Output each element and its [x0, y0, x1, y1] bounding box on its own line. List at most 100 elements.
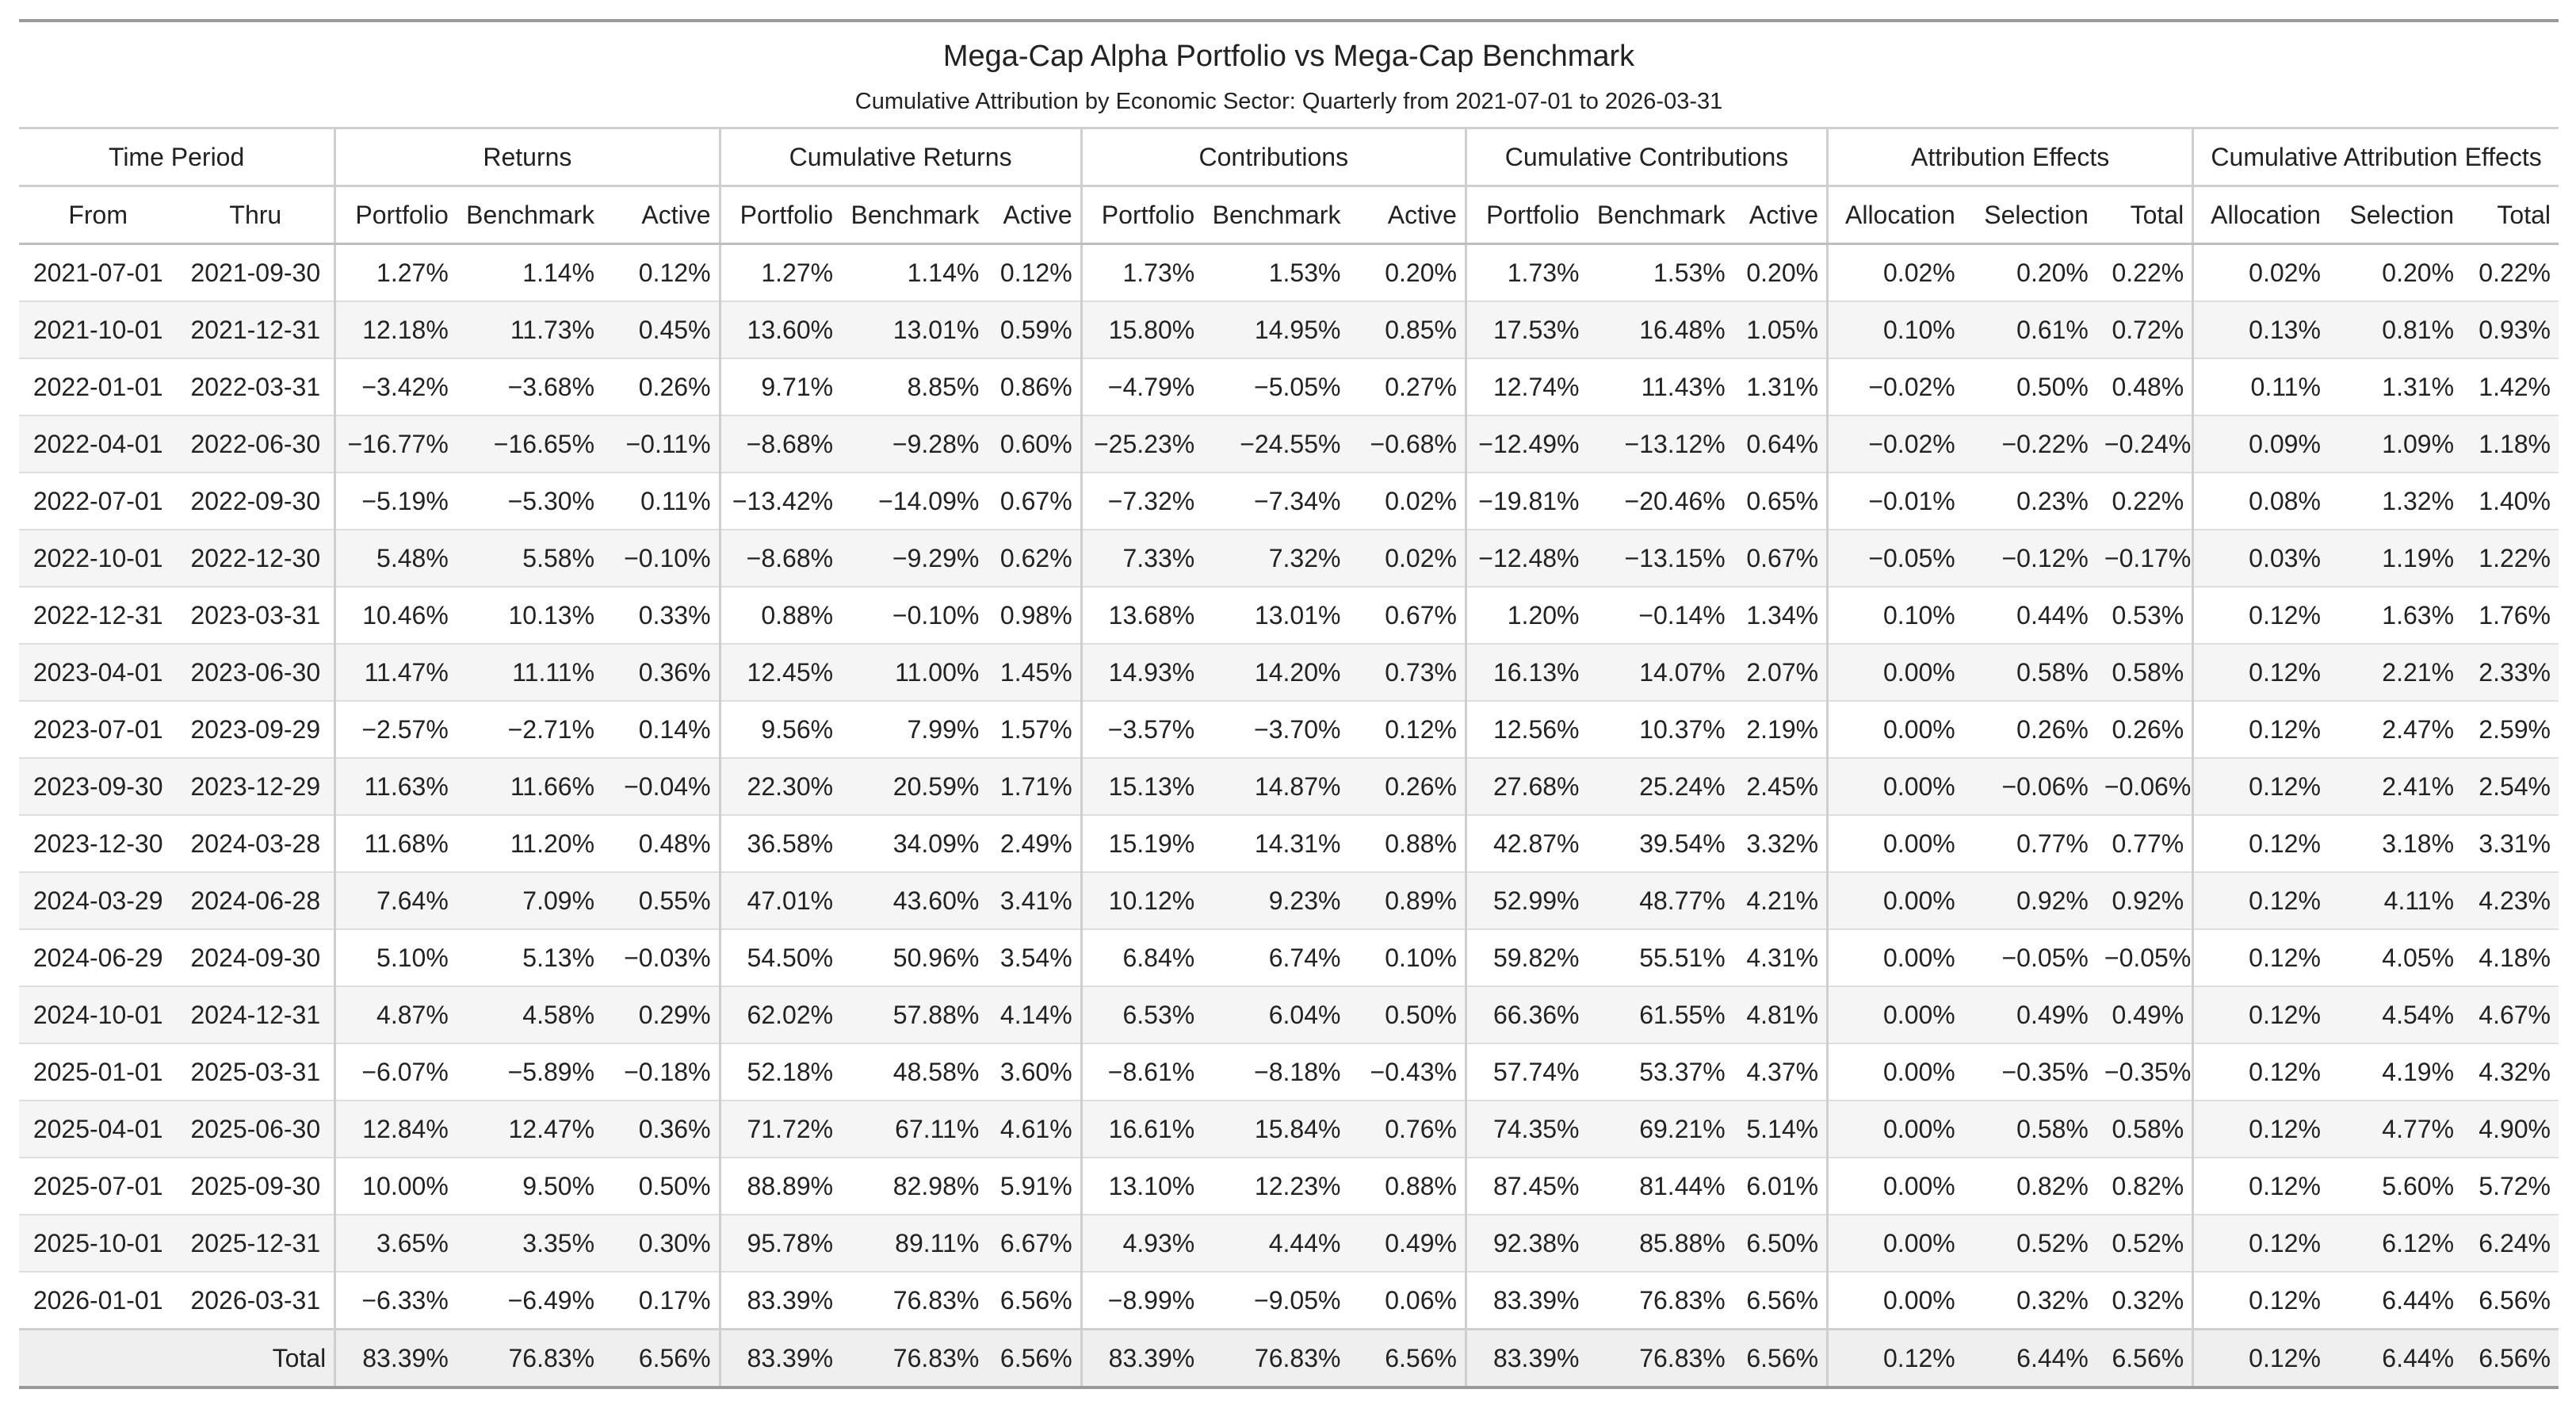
value-cell: 71.72%: [718, 1100, 842, 1158]
thru-date-cell: 2025-12-31: [177, 1215, 335, 1273]
total-cell: 83.39%: [1080, 1328, 1203, 1389]
value-cell: −0.05%: [1963, 929, 2096, 987]
value-cell: 1.53%: [1202, 243, 1349, 302]
value-cell: 36.58%: [718, 815, 842, 873]
value-cell: −25.23%: [1080, 415, 1203, 473]
value-cell: 82.98%: [841, 1158, 988, 1215]
value-cell: 0.30%: [602, 1215, 720, 1273]
value-cell: 4.31%: [1733, 929, 1828, 987]
from-date-cell: 2025-01-01: [19, 1043, 178, 1101]
column-header: Total: [2096, 186, 2193, 245]
table-row: 2024-06-29 2024-09-30 5.10% 5.13% −0.03% 54.5…: [19, 929, 2559, 987]
value-cell: 0.12%: [2192, 929, 2329, 987]
table-row: 2025-04-01 2025-06-30 12.84% 12.47% 0.36% 71.…: [19, 1100, 2559, 1158]
value-cell: 7.64%: [334, 872, 457, 930]
value-cell: 0.00%: [1826, 929, 1963, 987]
value-cell: 48.77%: [1587, 872, 1733, 930]
value-cell: 0.67%: [987, 473, 1082, 530]
value-cell: 0.02%: [1348, 530, 1466, 588]
value-cell: 4.67%: [2462, 986, 2559, 1044]
table-row: 2025-01-01 2025-03-31 −6.07% −5.89% −0.18% 52…: [19, 1043, 2559, 1101]
value-cell: 4.14%: [987, 986, 1082, 1044]
value-cell: 6.84%: [1080, 929, 1203, 987]
value-cell: 0.10%: [1348, 929, 1466, 987]
value-cell: 14.95%: [1202, 301, 1349, 359]
value-cell: 1.73%: [1464, 243, 1588, 302]
top-rule: [19, 19, 2559, 22]
attribution-table: Time Period Returns Cumulative Returns C…: [19, 127, 2559, 1389]
value-cell: 9.71%: [718, 358, 842, 416]
value-cell: 0.92%: [2096, 872, 2193, 930]
from-date-cell: 2024-06-29: [19, 929, 178, 987]
value-cell: 0.88%: [1348, 1158, 1466, 1215]
table-row: 2024-03-29 2024-06-28 7.64% 7.09% 0.55% 47.01…: [19, 872, 2559, 930]
value-cell: 3.54%: [987, 929, 1082, 987]
value-cell: 10.46%: [334, 587, 457, 645]
value-cell: 1.71%: [987, 758, 1082, 816]
value-cell: 11.00%: [841, 644, 988, 702]
value-cell: 2.41%: [2328, 758, 2463, 816]
value-cell: 13.10%: [1080, 1158, 1203, 1215]
thru-date-cell: 2022-09-30: [177, 473, 335, 530]
total-cell: 6.56%: [2096, 1328, 2193, 1389]
value-cell: 5.91%: [987, 1158, 1082, 1215]
value-cell: 4.93%: [1080, 1215, 1203, 1273]
value-cell: 0.06%: [1348, 1272, 1466, 1330]
value-cell: 15.80%: [1080, 301, 1203, 359]
value-cell: 66.36%: [1464, 986, 1588, 1044]
value-cell: 0.20%: [1348, 243, 1466, 302]
value-cell: 76.83%: [841, 1272, 988, 1330]
value-cell: 0.00%: [1826, 1272, 1963, 1330]
value-cell: −0.12%: [1963, 530, 2096, 588]
thru-date-cell: 2023-06-30: [177, 644, 335, 702]
from-date-cell: 2024-03-29: [19, 872, 178, 930]
value-cell: 0.88%: [718, 587, 842, 645]
value-cell: 4.11%: [2328, 872, 2463, 930]
value-cell: 0.17%: [602, 1272, 720, 1330]
column-header: Active: [602, 186, 720, 245]
table-row: 2021-10-01 2021-12-31 12.18% 11.73% 0.45% 13.…: [19, 301, 2559, 359]
value-cell: 8.85%: [841, 358, 988, 416]
value-cell: 0.13%: [2192, 301, 2329, 359]
value-cell: −16.65%: [456, 415, 603, 473]
value-cell: 1.14%: [456, 243, 603, 302]
value-cell: 0.55%: [602, 872, 720, 930]
value-cell: 1.53%: [1587, 243, 1733, 302]
value-cell: 74.35%: [1464, 1100, 1588, 1158]
value-cell: 14.07%: [1587, 644, 1733, 702]
value-cell: 55.51%: [1587, 929, 1733, 987]
value-cell: −2.71%: [456, 701, 603, 759]
column-header: Active: [987, 186, 1082, 245]
value-cell: −0.24%: [2096, 415, 2193, 473]
column-header: Active: [1348, 186, 1466, 245]
value-cell: 0.00%: [1826, 986, 1963, 1044]
value-cell: 0.00%: [1826, 701, 1963, 759]
value-cell: 0.49%: [2096, 986, 2193, 1044]
value-cell: 0.62%: [987, 530, 1082, 588]
value-cell: −5.05%: [1202, 358, 1349, 416]
group-header: Contributions: [1080, 127, 1466, 187]
value-cell: 0.86%: [987, 358, 1082, 416]
value-cell: 1.40%: [2462, 473, 2559, 530]
value-cell: 4.58%: [456, 986, 603, 1044]
total-cell: 6.56%: [1348, 1328, 1466, 1389]
total-cell: 76.83%: [1587, 1328, 1733, 1389]
value-cell: 2.47%: [2328, 701, 2463, 759]
value-cell: 11.73%: [456, 301, 603, 359]
value-cell: 0.33%: [602, 587, 720, 645]
value-cell: −0.22%: [1963, 415, 2096, 473]
table-row: 2023-07-01 2023-09-29 −2.57% −2.71% 0.14% 9.5…: [19, 701, 2559, 759]
table-row: 2022-12-31 2023-03-31 10.46% 10.13% 0.33% 0.8…: [19, 587, 2559, 645]
value-cell: 0.29%: [602, 986, 720, 1044]
value-cell: 10.12%: [1080, 872, 1203, 930]
total-cell: 83.39%: [718, 1328, 842, 1389]
value-cell: 0.77%: [1963, 815, 2096, 873]
total-label: Total: [177, 1328, 335, 1389]
value-cell: 16.13%: [1464, 644, 1588, 702]
value-cell: 14.20%: [1202, 644, 1349, 702]
value-cell: 13.68%: [1080, 587, 1203, 645]
value-cell: 0.20%: [1733, 243, 1828, 302]
value-cell: 0.20%: [1963, 243, 2096, 302]
value-cell: 3.65%: [334, 1215, 457, 1273]
value-cell: −3.42%: [334, 358, 457, 416]
